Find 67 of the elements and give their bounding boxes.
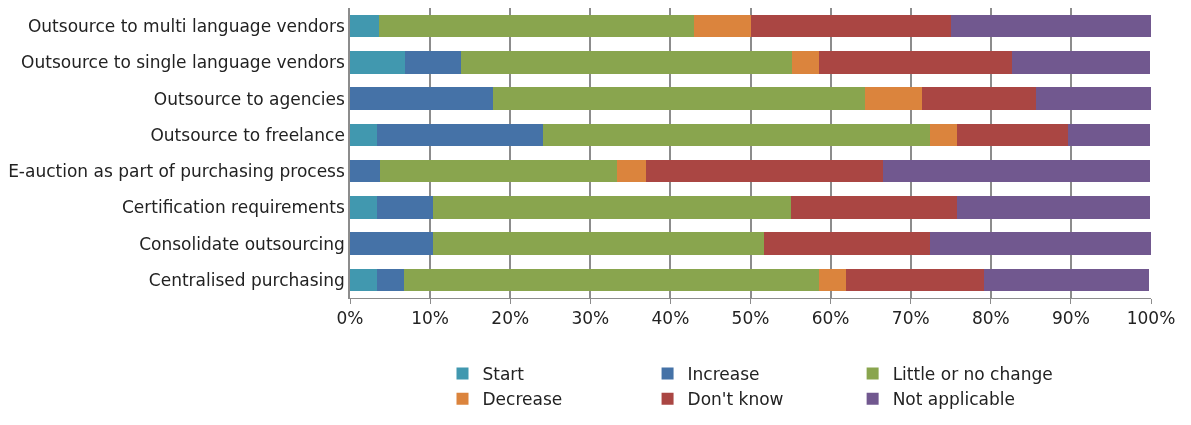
bar: [350, 123, 378, 147]
bar: [845, 268, 984, 292]
bar: [929, 123, 958, 147]
bar: [404, 268, 819, 292]
bar: [883, 159, 1151, 183]
x-tick-label: 60%: [811, 308, 850, 329]
y-tick-label: Centralised purchasing: [148, 269, 345, 290]
bar: [377, 123, 544, 147]
bar: [921, 87, 1037, 110]
bar: [350, 268, 378, 292]
bar: [350, 232, 433, 255]
x-tick-label: 50%: [731, 308, 770, 329]
y-tick-label: Outsource to freelance: [150, 124, 345, 145]
bar: [377, 268, 405, 292]
y-tick-label: Outsource to agencies: [153, 88, 345, 109]
legend-label: Not applicable: [892, 389, 1015, 410]
bar: [350, 51, 406, 74]
x-tick-label: 70%: [891, 308, 930, 329]
bar: [493, 87, 866, 110]
x-tick-label: 40%: [651, 308, 690, 329]
bar: [350, 159, 380, 183]
bar: [616, 159, 647, 183]
bar: [792, 51, 820, 74]
legend-label: Decrease: [482, 389, 563, 410]
x-tick-label: 100%: [1126, 308, 1176, 329]
bar: [791, 196, 958, 219]
bar: [646, 159, 884, 183]
bar: [1036, 87, 1151, 110]
bar: [378, 14, 694, 38]
bar: [350, 14, 379, 38]
x-tick-label: 0%: [336, 308, 364, 329]
bar: [865, 87, 922, 110]
bar: [405, 51, 461, 74]
x-tick-label: 20%: [491, 308, 530, 329]
bar: [350, 196, 378, 219]
y-tick-label: Outsource to single language vendors: [21, 52, 345, 73]
bar: [818, 268, 846, 292]
x-tick-label: 90%: [1052, 308, 1090, 329]
bar: [764, 232, 930, 255]
bar: [693, 14, 751, 38]
legend-label: Little or no change: [892, 364, 1053, 385]
x-tick-label: 80%: [971, 308, 1010, 329]
y-tick-label: Consolidate outsourcing: [139, 233, 345, 254]
bar: [957, 123, 1068, 147]
bar: [377, 196, 433, 219]
y-tick-label: Certification requirements: [121, 197, 345, 218]
bar: [460, 51, 793, 74]
bar: [1067, 123, 1151, 147]
x-tick-label: 30%: [571, 308, 610, 329]
bar: [750, 14, 951, 38]
y-tick-label: E-auction as part of purchasing process: [8, 161, 345, 182]
bar: [432, 196, 792, 219]
legend-label: Don't know: [687, 389, 784, 410]
bar: [432, 232, 765, 255]
bar: [950, 14, 1151, 38]
y-tick-label: Outsource to multi language vendors: [27, 16, 345, 37]
bar: [957, 196, 1151, 219]
bar: [929, 232, 1151, 255]
bar: [350, 87, 494, 110]
legend-label: Start: [482, 364, 525, 385]
bar: [543, 123, 930, 147]
bar: [819, 51, 1013, 74]
x-tick-label: 10%: [411, 308, 449, 329]
bar: [1012, 51, 1151, 74]
bar: [983, 268, 1150, 292]
legend-label: Increase: [687, 364, 760, 385]
bar: [379, 159, 617, 183]
